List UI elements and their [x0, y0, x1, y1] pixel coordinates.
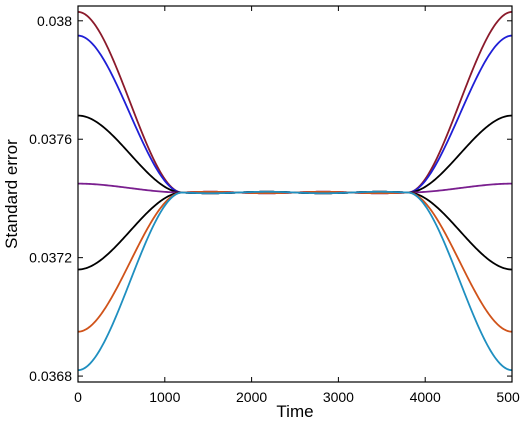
x-tick-label: 3000 — [323, 389, 354, 405]
y-tick-label: 0.0372 — [29, 250, 72, 266]
series-line — [77, 190, 513, 333]
series-line — [77, 34, 513, 195]
y-axis-title: Standard error — [2, 139, 21, 249]
series-line — [77, 190, 513, 372]
series-line — [77, 114, 513, 195]
plot-frame — [77, 5, 513, 383]
series-layer — [77, 11, 513, 372]
series-line — [77, 11, 513, 195]
series-line — [77, 190, 513, 271]
x-tick-label: 2000 — [236, 389, 267, 405]
y-tick-label: 0.038 — [37, 13, 72, 29]
y-tick-label: 0.0376 — [29, 131, 72, 147]
x-tick-label: 1000 — [149, 389, 180, 405]
x-tick-label: 4000 — [410, 389, 441, 405]
x-axis-title: Time — [276, 402, 313, 421]
x-tick-label: 0 — [74, 389, 82, 405]
y-tick-label: 0.0368 — [29, 368, 72, 384]
